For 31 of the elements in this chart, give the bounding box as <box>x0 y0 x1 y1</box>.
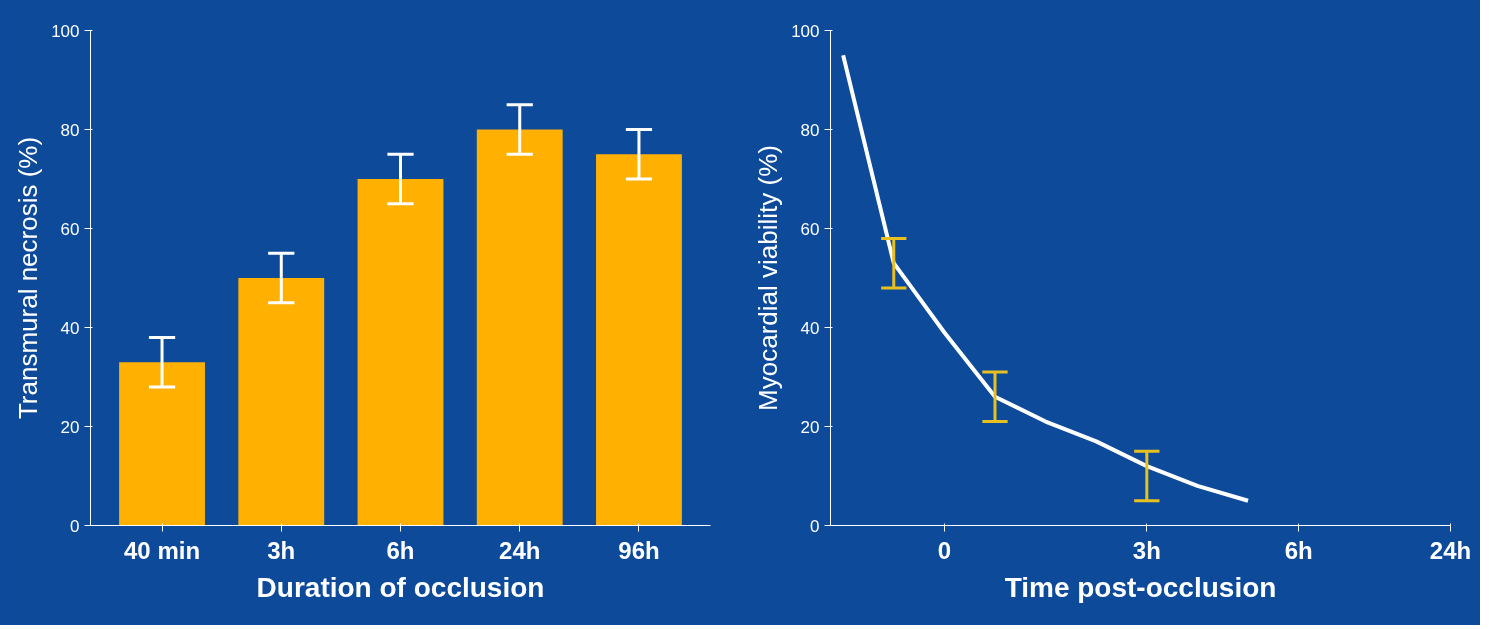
x-tick-label: 6h <box>1284 536 1313 564</box>
x-axis-title: Time post-occlusion <box>1004 571 1277 603</box>
x-tick-label: 6h <box>386 536 415 564</box>
bar <box>357 179 444 526</box>
y-tick-label: 60 <box>60 219 80 239</box>
line-series <box>841 53 1251 503</box>
x-tick-label: 3h <box>1132 536 1161 564</box>
x-tick-label: 24h <box>499 536 541 564</box>
y-tick-label: 100 <box>791 21 820 41</box>
y-tick-label: 20 <box>60 417 80 437</box>
y-axis-title: Transmural necrosis (%) <box>13 136 44 420</box>
y-tick-label: 0 <box>810 516 820 536</box>
y-axis-title: Myocardial viability (%) <box>753 145 784 411</box>
bar <box>596 154 682 526</box>
y-tick-label: 0 <box>70 516 80 536</box>
y-tick-label: 40 <box>800 318 820 338</box>
bar <box>238 278 325 526</box>
x-tick-label: 0 <box>937 536 952 564</box>
y-tick-label: 60 <box>800 219 820 239</box>
x-axis-title: Duration of occlusion <box>256 571 545 603</box>
y-tick-label: 100 <box>51 21 80 41</box>
x-tick-label: 96h <box>618 536 660 564</box>
y-tick-label: 80 <box>60 120 80 140</box>
x-tick-label: 3h <box>267 536 296 564</box>
bar <box>476 129 563 526</box>
bar <box>119 362 205 526</box>
y-tick-label: 20 <box>800 417 820 437</box>
y-tick-label: 80 <box>800 120 820 140</box>
x-tick-label: 40 min <box>124 536 201 564</box>
x-tick-label: 24h <box>1429 536 1472 564</box>
y-tick-label: 40 <box>60 318 80 338</box>
